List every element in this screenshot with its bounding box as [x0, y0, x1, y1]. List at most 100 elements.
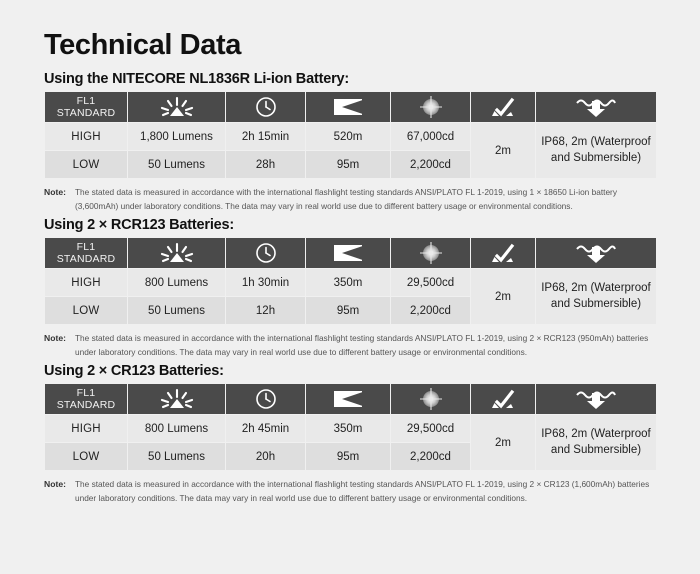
section-heading: Using the NITECORE NL1836R Li-ion Batter… — [44, 71, 349, 88]
note-label: Note: — [44, 479, 66, 490]
cell-intensity: 2,200cd — [390, 150, 471, 180]
header-lumens — [127, 383, 226, 416]
mode-label: LOW — [44, 442, 128, 472]
cell-waterproof: IP68, 2m (Waterproof and Submersible) — [535, 268, 657, 326]
header-lumens — [127, 237, 226, 270]
mode-label: LOW — [44, 150, 128, 180]
cell-waterproof: IP68, 2m (Waterproof and Submersible) — [535, 122, 657, 180]
cell-runtime: 2h 15min — [225, 122, 306, 152]
header-fl1-standard: FL1 STANDARD — [44, 383, 128, 416]
table-header: FL1 STANDARD — [44, 91, 657, 124]
light-burst-icon — [157, 96, 197, 118]
cell-lumens: 800 Lumens — [127, 268, 226, 298]
header-fl1-standard: FL1 STANDARD — [44, 237, 128, 270]
cell-runtime: 1h 30min — [225, 268, 306, 298]
cell-runtime: 20h — [225, 442, 306, 472]
cell-impact-resistance: 2m — [470, 268, 536, 326]
table-note: Note: The stated data is measured in acc… — [44, 186, 656, 213]
impact-resistance-icon — [489, 388, 517, 410]
cell-lumens: 800 Lumens — [127, 414, 226, 444]
table-row: HIGH 800 Lumens 2h 45min 350m 29,500cd 2… — [44, 414, 657, 472]
waterproof-icon — [573, 96, 619, 118]
fl1-line2: STANDARD — [56, 399, 116, 412]
peak-beam-intensity-icon — [418, 241, 444, 265]
cell-runtime: 12h — [225, 296, 306, 326]
note-text: The stated data is measured in accordanc… — [74, 187, 617, 211]
cell-intensity: 2,200cd — [390, 442, 471, 472]
note-text: The stated data is measured in accordanc… — [74, 333, 649, 357]
header-row: FL1 STANDARD — [44, 383, 657, 416]
fl1-line2: STANDARD — [56, 253, 116, 266]
spec-table: FL1 STANDARD — [44, 237, 657, 326]
clock-icon — [255, 242, 277, 264]
fl1-line1: FL1 — [76, 386, 96, 399]
fl1-line1: FL1 — [76, 95, 96, 108]
header-impact-resistance — [470, 237, 536, 270]
table-note: Note: The stated data is measured in acc… — [44, 478, 656, 505]
spec-table: FL1 STANDARD — [44, 383, 657, 472]
cell-distance: 95m — [305, 150, 391, 180]
mode-label: HIGH — [44, 268, 128, 298]
cell-distance: 95m — [305, 442, 391, 472]
cell-lumens: 50 Lumens — [127, 150, 226, 180]
header-row: FL1 STANDARD — [44, 91, 657, 124]
fl1-line1: FL1 — [76, 240, 96, 253]
table-row: LOW 50 Lumens 28h 95m 2,200cd — [44, 150, 657, 180]
cell-lumens: 50 Lumens — [127, 442, 226, 472]
cell-impact-resistance: 2m — [470, 122, 536, 180]
cell-intensity: 2,200cd — [390, 296, 471, 326]
beam-distance-icon — [332, 389, 364, 409]
header-waterproof — [535, 237, 657, 270]
header-beam-distance — [305, 91, 391, 124]
table-header: FL1 STANDARD — [44, 383, 657, 416]
cell-distance: 520m — [305, 122, 391, 152]
cell-lumens: 50 Lumens — [127, 296, 226, 326]
header-waterproof — [535, 91, 657, 124]
spec-section: Using the NITECORE NL1836R Li-ion Batter… — [44, 71, 657, 213]
light-burst-icon — [157, 388, 197, 410]
table-row: LOW 50 Lumens 12h 95m 2,200cd — [44, 296, 657, 326]
technical-data-page: Technical Data Using the NITECORE NL1836… — [44, 29, 657, 505]
header-fl1-standard: FL1 STANDARD — [44, 91, 128, 124]
mode-label: HIGH — [44, 414, 128, 444]
cell-distance: 350m — [305, 414, 391, 444]
spec-table: FL1 STANDARD — [44, 91, 657, 180]
clock-icon — [255, 388, 277, 410]
header-beam-distance — [305, 383, 391, 416]
cell-runtime: 2h 45min — [225, 414, 306, 444]
peak-beam-intensity-icon — [418, 95, 444, 119]
note-label: Note: — [44, 333, 66, 344]
section-heading: Using 2 × RCR123 Batteries: — [44, 217, 235, 234]
clock-icon — [255, 96, 277, 118]
mode-label: HIGH — [44, 122, 128, 152]
header-peak-beam-intensity — [390, 91, 471, 124]
mode-label: LOW — [44, 296, 128, 326]
note-text: The stated data is measured in accordanc… — [74, 479, 650, 503]
impact-resistance-icon — [489, 242, 517, 264]
spec-section: Using 2 × RCR123 Batteries: FL1 STANDARD — [44, 217, 657, 359]
header-impact-resistance — [470, 383, 536, 416]
cell-runtime: 28h — [225, 150, 306, 180]
header-impact-resistance — [470, 91, 536, 124]
waterproof-icon — [573, 388, 619, 410]
cell-lumens: 1,800 Lumens — [127, 122, 226, 152]
header-waterproof — [535, 383, 657, 416]
header-runtime — [225, 237, 306, 270]
spec-section: Using 2 × CR123 Batteries: FL1 STANDARD — [44, 363, 657, 505]
header-row: FL1 STANDARD — [44, 237, 657, 270]
table-body: HIGH 800 Lumens 2h 45min 350m 29,500cd 2… — [44, 414, 657, 472]
table-row: HIGH 1,800 Lumens 2h 15min 520m 67,000cd… — [44, 122, 657, 180]
beam-distance-icon — [332, 97, 364, 117]
cell-intensity: 67,000cd — [390, 122, 471, 152]
cell-distance: 95m — [305, 296, 391, 326]
waterproof-icon — [573, 242, 619, 264]
cell-intensity: 29,500cd — [390, 268, 471, 298]
header-runtime — [225, 383, 306, 416]
table-row: HIGH 800 Lumens 1h 30min 350m 29,500cd 2… — [44, 268, 657, 326]
cell-impact-resistance: 2m — [470, 414, 536, 472]
page-title: Technical Data — [44, 29, 241, 61]
peak-beam-intensity-icon — [418, 387, 444, 411]
header-lumens — [127, 91, 226, 124]
beam-distance-icon — [332, 243, 364, 263]
table-body: HIGH 1,800 Lumens 2h 15min 520m 67,000cd… — [44, 122, 657, 180]
